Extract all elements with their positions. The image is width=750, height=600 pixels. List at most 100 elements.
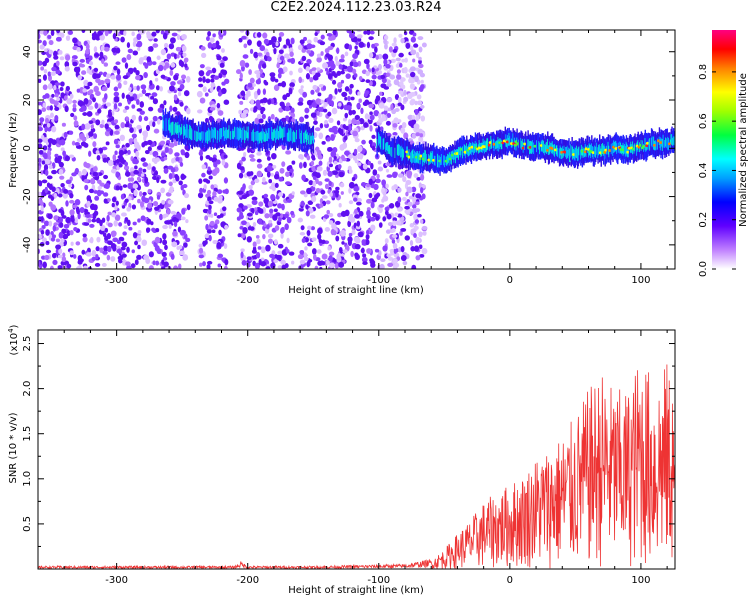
noise-speckle [328,262,335,269]
ridge-core [233,130,235,140]
noise-speckle [242,227,248,234]
ridge-core [575,148,577,158]
noise-speckle [354,214,361,219]
noise-speckle [148,265,154,269]
noise-speckle [89,236,94,244]
noise-speckle [136,33,142,41]
noise-speckle [247,39,252,46]
noise-speckle [162,32,168,40]
ridge-band [283,126,286,147]
noise-speckle [131,249,136,254]
x-tick-label: -300 [105,275,128,286]
noise-speckle [328,212,334,218]
ridge-core [430,153,433,163]
noise-speckle [160,179,167,184]
noise-speckle [179,250,185,256]
noise-speckle [339,70,345,75]
noise-speckle [120,237,125,242]
noise-speckle [362,261,368,265]
ridge-core [260,131,263,143]
noise-speckle [395,63,400,68]
noise-speckle [268,219,273,224]
noise-speckle [288,251,295,256]
ridge-core [509,136,511,146]
noise-speckle [66,263,72,269]
ridge-core [240,127,242,139]
ridge-core [376,138,378,148]
noise-speckle [146,139,153,145]
noise-speckle [277,82,283,87]
noise-speckle [171,241,178,248]
noise-speckle [46,127,52,132]
noise-speckle [162,239,168,246]
noise-speckle [68,154,75,159]
noise-speckle [306,187,312,195]
noise-speckle [411,115,416,120]
noise-speckle [151,61,157,66]
noise-speckle [164,62,170,69]
ridge-core [599,146,602,156]
ridge-core [389,144,391,154]
ridge-band [663,133,665,155]
noise-speckle [196,109,203,114]
noise-speckle [412,196,416,203]
noise-speckle [381,179,386,187]
noise-speckle [383,34,389,41]
noise-speckle [97,108,102,114]
noise-speckle [420,173,425,181]
noise-speckle [222,189,228,194]
ridge-core [239,128,241,140]
ridge-band [668,132,671,152]
noise-speckle [382,53,389,60]
noise-speckle [348,181,355,189]
noise-speckle [277,250,284,255]
noise-speckle [131,133,137,139]
noise-speckle [378,204,385,208]
noise-speckle [306,43,313,50]
ridge-core [495,140,498,149]
noise-speckle [393,37,397,44]
ridge-core [578,146,580,156]
noise-speckle [303,252,308,258]
noise-speckle [208,234,212,242]
noise-speckle [72,37,78,44]
y-tick-label: 0 [22,145,33,151]
noise-speckle [392,258,398,264]
noise-speckle [252,221,257,227]
noise-speckle [111,196,117,203]
noise-speckle [327,45,334,51]
noise-speckle [70,112,75,118]
x-tick-label: -200 [236,275,259,286]
noise-speckle [56,97,61,102]
noise-speckle [290,37,295,45]
noise-speckle [160,187,166,194]
noise-speckle [243,151,247,158]
ridge-core [411,150,414,163]
ridge-band [298,124,300,152]
noise-speckle [407,92,413,100]
noise-speckle [276,62,280,69]
ridge-core [382,138,385,150]
noise-speckle [348,88,353,95]
noise-speckle [364,99,370,105]
ridge-core [224,127,227,139]
noise-speckle [38,109,42,116]
ridge-core [282,128,284,141]
noise-speckle [318,83,325,88]
noise-speckle [241,156,246,162]
noise-speckle [131,104,136,109]
noise-speckle [368,192,373,199]
noise-speckle [95,150,100,155]
noise-speckle [59,86,64,92]
noise-speckle [87,218,92,223]
noise-speckle [63,95,68,101]
noise-speckle [263,38,269,45]
noise-speckle [390,58,396,63]
noise-speckle [53,222,59,226]
noise-speckle [410,98,416,103]
noise-speckle [383,105,389,111]
noise-speckle [124,105,130,110]
noise-speckle [310,112,317,118]
ridge-band [229,121,231,148]
noise-speckle [172,230,178,237]
